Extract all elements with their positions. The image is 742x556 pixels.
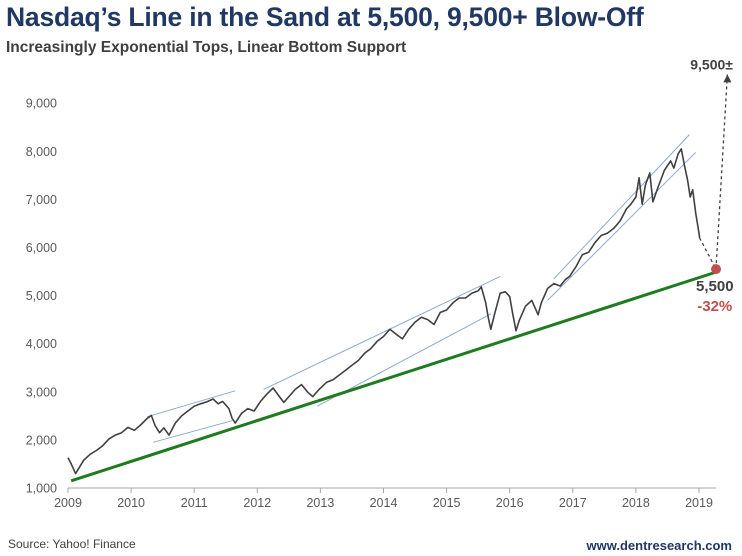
- chart-annotations: 9,500± 5,500 -32%: [690, 57, 733, 315]
- x-axis-ticks: 2009 2010 2011 2012 2013 2014 2015 2016 2017 2018…: [54, 488, 713, 510]
- x-tick-label: 2017: [559, 496, 587, 510]
- chart-lines: [67, 74, 732, 483]
- support-line: [70, 270, 719, 483]
- y-tick-label: 7,000: [26, 193, 57, 207]
- x-tick-label: 2013: [306, 496, 334, 510]
- x-tick-label: 2016: [496, 496, 524, 510]
- y-tick-label: 8,000: [26, 145, 57, 159]
- x-tick-label: 2012: [243, 496, 271, 510]
- channel-line: [146, 390, 236, 418]
- channel-line: [263, 275, 501, 390]
- y-tick-label: 2,000: [26, 433, 57, 447]
- x-tick-label: 2014: [370, 496, 398, 510]
- y-tick-label: 6,000: [26, 241, 57, 255]
- channel-line: [153, 420, 233, 443]
- chart-title: Nasdaq’s Line in the Sand at 5,500, 9,50…: [6, 2, 644, 32]
- x-tick-label: 2011: [181, 496, 208, 510]
- target-marker: [711, 264, 722, 275]
- source-note: Source: Yahoo! Finance: [8, 537, 136, 551]
- annotation-target-high: 9,500±: [690, 57, 733, 73]
- y-tick-label: 3,000: [26, 385, 57, 399]
- projection-down-line: [699, 237, 717, 270]
- y-tick-label: 5,000: [26, 289, 57, 303]
- annotation-target-low: 5,500: [696, 278, 734, 295]
- arrow-head-icon: [723, 74, 732, 83]
- y-tick-label: 4,000: [26, 337, 57, 351]
- channel-line: [553, 134, 690, 280]
- price-line: [67, 148, 701, 475]
- x-tick-label: 2019: [685, 496, 713, 510]
- y-axis-ticks: 1,000 2,000 3,000 4,000 5,000 6,000 7,000 8,000…: [26, 97, 57, 496]
- annotation-percent-drop: -32%: [697, 298, 732, 315]
- y-tick-label: 9,000: [26, 97, 57, 111]
- channel-line: [547, 151, 697, 301]
- x-tick-label: 2018: [622, 496, 650, 510]
- projection-up-line: [715, 74, 729, 270]
- x-tick-label: 2010: [117, 496, 145, 510]
- x-tick-label: 2009: [54, 496, 82, 510]
- website-link[interactable]: www.dentresearch.com: [586, 538, 732, 553]
- y-tick-label: 1,000: [26, 482, 57, 496]
- x-tick-label: 2015: [433, 496, 461, 510]
- chart-subtitle: Increasingly Exponential Tops, Linear Bo…: [6, 39, 407, 56]
